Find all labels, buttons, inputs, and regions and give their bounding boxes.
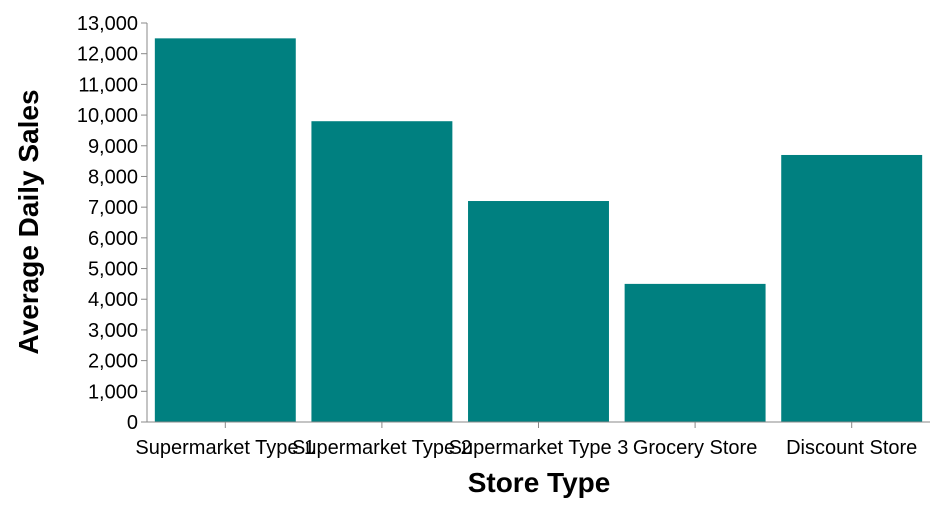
y-axis-title: Average Daily Sales bbox=[13, 89, 44, 354]
y-tick-label: 3,000 bbox=[88, 320, 138, 342]
x-tick-label-grocery-store: Grocery Store bbox=[633, 437, 757, 459]
bar-supermarket-type-1 bbox=[154, 38, 296, 422]
bar-supermarket-type-2 bbox=[311, 121, 453, 422]
y-tick-label: 9,000 bbox=[88, 136, 138, 158]
x-tick-label-supermarket-type-3: Supermarket Type 3 bbox=[449, 437, 629, 459]
y-tick-label: 0 bbox=[127, 412, 138, 434]
x-tick-label-supermarket-type-1: Supermarket Type 1 bbox=[135, 437, 315, 459]
y-tick-label: 6,000 bbox=[88, 228, 138, 250]
bar-grocery-store bbox=[624, 283, 766, 422]
y-tick-label: 7,000 bbox=[88, 197, 138, 219]
bar-discount-store bbox=[781, 154, 923, 422]
bar-supermarket-type-3 bbox=[468, 201, 609, 422]
y-tick-label: 1,000 bbox=[88, 381, 138, 403]
y-tick-label: 12,000 bbox=[77, 44, 138, 66]
x-tick-label-discount-store: Discount Store bbox=[786, 437, 917, 459]
y-tick-label: 8,000 bbox=[88, 166, 138, 188]
y-tick-label: 5,000 bbox=[88, 259, 138, 281]
y-axis: 0 1,000 2,000 3,000 4,000 5,000 6,000 7,000 8,00… bbox=[77, 13, 148, 434]
y-tick-label: 4,000 bbox=[88, 289, 138, 311]
x-tick-label-supermarket-type-2: Supermarket Type 2 bbox=[292, 437, 472, 459]
x-axis-title: Store Type bbox=[468, 467, 611, 498]
y-tick-label: 13,000 bbox=[77, 13, 138, 35]
y-tick-label: 10,000 bbox=[77, 105, 138, 127]
bars-group bbox=[154, 38, 923, 422]
y-tick-label: 11,000 bbox=[78, 74, 138, 96]
y-tick-label: 2,000 bbox=[88, 351, 138, 373]
